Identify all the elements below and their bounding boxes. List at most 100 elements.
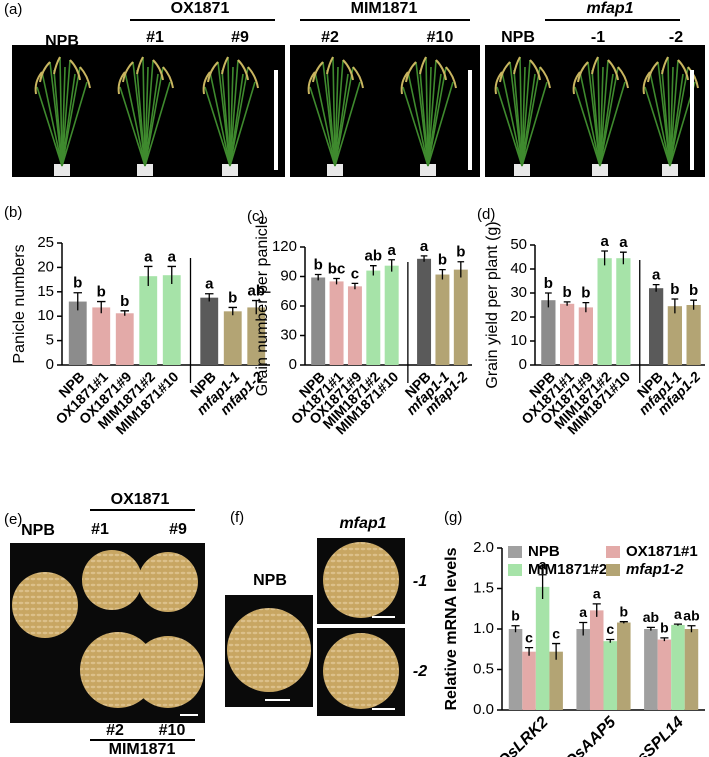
y-tick-label: 0: [289, 356, 297, 373]
significance-letter: a: [579, 604, 587, 620]
label: mfap1: [586, 0, 633, 17]
bar: [617, 622, 631, 710]
error-bar: [538, 574, 547, 600]
y-axis-label: Panicle numbers: [11, 244, 28, 363]
bar: [139, 276, 158, 365]
label: #2: [106, 722, 124, 739]
error-bar: [252, 299, 261, 315]
legend-label: NPB: [528, 543, 560, 560]
error-bar: [582, 301, 590, 313]
panel-label: (f): [230, 509, 244, 526]
significance-letter: b: [563, 284, 572, 301]
error-bar: [671, 298, 679, 314]
y-tick-label: 5: [46, 332, 54, 349]
bar: [686, 305, 701, 365]
bar: [616, 258, 631, 365]
error-bar: [545, 292, 552, 308]
panel-e: (e) NPB OX1871 #1 #9 #2 #10 MIM1871: [4, 491, 205, 757]
significance-letter: c: [525, 629, 533, 645]
y-tick-label: 90: [280, 267, 297, 284]
label: #1: [91, 521, 109, 538]
y-tick-label: 2.0: [473, 539, 494, 556]
error-bar: [420, 255, 428, 262]
error-bar: [652, 283, 660, 292]
y-tick-label: 0.0: [473, 701, 494, 718]
bar: [453, 269, 468, 365]
label: #10: [427, 29, 454, 46]
legend-label: MIM1871#2: [528, 561, 607, 578]
bar: [435, 274, 450, 365]
error-bar: [97, 300, 106, 314]
significance-letter: b: [97, 284, 106, 301]
bar: [522, 651, 536, 710]
significance-letter: a: [593, 586, 601, 602]
grain-pile: [82, 550, 142, 610]
label: #9: [231, 29, 249, 46]
significance-letter: ab: [683, 607, 699, 623]
significance-letter: a: [205, 276, 214, 293]
error-bar: [167, 265, 176, 284]
significance-letter: a: [619, 234, 628, 251]
y-tick-label: 0.5: [473, 660, 494, 677]
error-bar: [228, 306, 237, 316]
y-tick-label: 0: [519, 356, 527, 373]
significance-letter: a: [674, 606, 682, 622]
error-bar: [144, 265, 153, 286]
significance-letter: a: [600, 233, 609, 250]
error-bar: [351, 282, 359, 290]
bar: [92, 307, 111, 365]
y-axis-label: Relative mRNA levels: [443, 547, 460, 710]
legend-label: mfap1-2: [626, 561, 684, 578]
x-tick-label: OsAAP5: [562, 713, 620, 757]
significance-letter: a: [539, 556, 547, 572]
significance-letter: b: [581, 285, 590, 302]
bar: [247, 307, 266, 365]
label: OX1871: [171, 0, 230, 17]
error-bar: [552, 642, 561, 660]
y-tick-label: 1.0: [473, 620, 494, 637]
bar: [115, 313, 134, 365]
photo: [290, 45, 480, 177]
y-tick-label: 40: [510, 260, 527, 277]
label: -1: [413, 573, 427, 590]
significance-letter: b: [670, 281, 679, 298]
y-axis-label: Grain number per panicle: [254, 216, 271, 397]
bar: [384, 265, 399, 365]
panel-label: (b): [4, 204, 22, 221]
bar: [541, 300, 556, 365]
label: -1: [591, 29, 605, 46]
label: #10: [159, 722, 186, 739]
legend-swatch: [508, 546, 522, 558]
significance-letter: bc: [328, 260, 346, 277]
label: #2: [321, 29, 339, 46]
legend-swatch: [508, 564, 522, 576]
bar: [535, 586, 550, 710]
grain-pile: [323, 633, 399, 709]
y-tick-label: 20: [37, 258, 54, 275]
y-tick-label: 1.5: [473, 579, 494, 596]
error-bar: [205, 293, 214, 302]
bar: [576, 629, 590, 710]
grain-pile: [132, 636, 204, 708]
bar: [223, 311, 242, 365]
error-bar: [563, 301, 571, 306]
error-bar: [619, 621, 628, 624]
y-tick-label: 20: [510, 308, 527, 325]
bar: [684, 629, 699, 710]
bar: [597, 258, 612, 365]
error-bar: [606, 638, 615, 643]
significance-letter: c: [351, 265, 359, 282]
bar: [366, 270, 381, 365]
y-tick-label: 30: [510, 284, 527, 301]
significance-letter: b: [228, 289, 237, 306]
significance-letter: b: [544, 275, 553, 292]
bar: [329, 281, 344, 365]
significance-letter: b: [620, 603, 629, 619]
significance-letter: b: [120, 293, 129, 310]
grain-pile: [323, 542, 399, 618]
significance-letter: c: [552, 625, 560, 641]
x-tick-label: OsLRK2: [495, 714, 552, 757]
label: -2: [413, 663, 427, 680]
significance-letter: c: [606, 621, 614, 637]
